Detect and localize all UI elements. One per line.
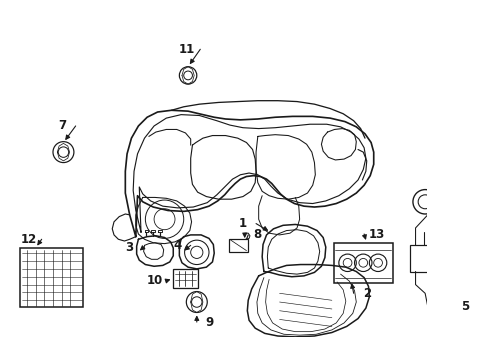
Text: 10: 10	[146, 274, 163, 287]
Text: 12: 12	[20, 233, 37, 246]
Text: 5: 5	[460, 300, 468, 313]
Text: 1: 1	[239, 217, 246, 230]
Text: 8: 8	[253, 228, 262, 240]
Text: 13: 13	[368, 228, 385, 240]
Text: 3: 3	[125, 242, 134, 255]
Text: 4: 4	[173, 239, 182, 252]
Bar	[333, 243, 392, 283]
Bar	[409, 246, 428, 271]
Text: 11: 11	[179, 43, 195, 56]
Text: 9: 9	[205, 316, 214, 329]
Text: 7: 7	[59, 120, 66, 132]
Text: 2: 2	[362, 287, 370, 300]
Bar	[20, 248, 83, 307]
Bar	[228, 239, 248, 252]
Bar	[173, 269, 197, 288]
